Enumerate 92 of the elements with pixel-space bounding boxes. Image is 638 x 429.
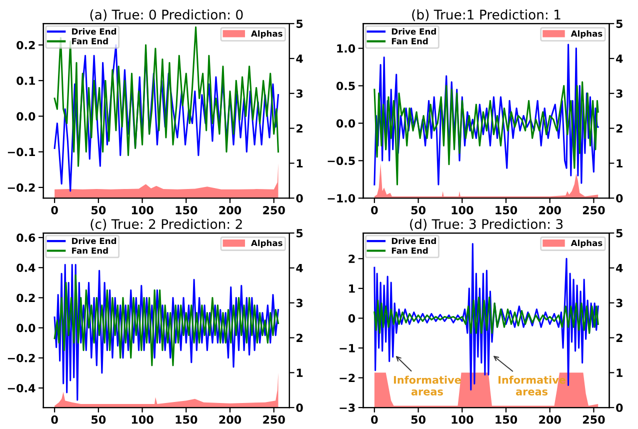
x-tick-label: 250 [263,415,285,424]
y-tick-label: 0.0 [16,324,36,332]
y-tick-label: −1.0 [328,194,356,202]
chart-title: (b) True:1 Prediction: 1 [412,9,560,22]
y-tick-label: 2 [348,254,355,263]
x-tick-label: 100 [452,206,474,214]
x-tick-label: 0 [51,206,58,214]
x-tick-label: 100 [132,415,154,424]
y-tick-label: 1 [349,284,355,293]
legend-label: Drive End [72,28,116,35]
y2-tick-label: 1 [296,368,303,377]
legend-label: Alphas [570,30,602,38]
y2-tick-label: 0 [616,404,623,412]
y2-tick-label: 4 [296,264,303,272]
y2-tick-label: 2 [296,124,302,133]
legend-label: Alphas [251,30,282,38]
y2-tick-label: 5 [616,20,622,28]
line-series [54,264,280,401]
y-tick-label: 0.2 [16,40,35,50]
y2-tick-label: 0 [616,194,623,202]
y2-tick-label: 2 [616,124,622,133]
line-series [374,296,599,334]
y2-tick-label: 3 [296,89,303,98]
y2-tick-label: 0 [296,404,303,412]
y2-tick-label: 3 [296,298,303,308]
line-series [54,274,280,366]
y-tick-label: −0.2 [8,354,35,362]
y2-tick-label: 5 [296,20,303,28]
annotation: Informative areas [394,376,461,396]
y-tick-label: −3 [340,404,355,412]
x-tick-label: 200 [539,415,561,424]
y-tick-label: 0 [348,314,356,323]
x-tick-label: 250 [583,415,605,424]
y-tick-label: −0.1 [8,148,35,156]
line-series [374,44,599,186]
legend-label: Drive End [72,238,116,244]
legend-label: Fan End [72,247,108,254]
y-tick-label: 0.4 [16,264,36,272]
legend-label: Alphas [251,240,282,248]
line-series [374,81,599,186]
x-tick-label: 150 [176,206,198,214]
x-tick-label: 200 [219,415,242,424]
y2-tick-label: 5 [616,229,622,238]
x-tick-label: 100 [132,206,154,214]
y2-tick-label: 1 [616,159,623,168]
x-tick-label: 250 [263,206,285,214]
y2-tick-label: 4 [616,54,623,63]
chart-title: (c) True: 2 Prediction: 2 [90,218,242,231]
y-tick-label: 0.1 [16,76,35,85]
legend-label: Drive End [392,238,436,244]
x-tick-label: 200 [539,206,561,214]
y2-tick-label: 1 [616,368,623,377]
x-tick-label: 50 [411,415,426,424]
y2-tick-label: 4 [616,264,623,272]
y-tick-label: 1.0 [337,44,356,53]
legend-label: Fan End [392,38,428,44]
y-tick-label: −0.4 [8,384,36,392]
y2-tick-label: 3 [616,89,622,98]
x-tick-label: 150 [496,415,518,424]
y2-tick-label: 2 [296,334,302,342]
y-tick-label: 0.6 [16,234,36,242]
chart-title: (a) True: 0 Prediction: 0 [90,9,243,22]
legend-label: Fan End [72,38,108,44]
chart-title: (d) True: 3 Prediction: 3 [410,218,563,231]
y-tick-label: 0.5 [336,82,355,90]
x-tick-label: 0 [371,415,378,424]
y2-tick-label: 5 [296,229,303,238]
x-tick-label: 50 [92,206,106,214]
y-tick-label: −0.5 [328,156,355,166]
y2-tick-label: 4 [296,54,303,63]
x-tick-label: 100 [452,415,474,424]
y2-tick-label: 0 [296,194,303,202]
y-tick-label: 0.0 [16,112,36,121]
x-tick-label: 50 [92,415,106,424]
x-tick-label: 50 [411,206,426,214]
x-tick-label: 250 [583,206,605,214]
y-tick-label: 0.2 [16,294,35,302]
y-tick-label: −2 [340,374,355,382]
y2-tick-label: 1 [296,159,303,168]
legend-label: Drive End [392,28,436,35]
y-tick-label: 0.0 [336,119,356,128]
y2-tick-label: 2 [616,334,622,342]
legend-label: Alphas [570,240,602,248]
y2-tick-label: 3 [616,298,622,308]
x-tick-label: 0 [51,415,58,424]
x-tick-label: 200 [219,206,242,214]
y-tick-label: −0.2 [8,183,35,192]
legend-label: Fan End [392,247,428,254]
y-tick-label: −1 [340,344,355,352]
x-tick-label: 150 [496,206,518,214]
x-tick-label: 0 [371,206,378,214]
x-tick-label: 150 [176,415,198,424]
